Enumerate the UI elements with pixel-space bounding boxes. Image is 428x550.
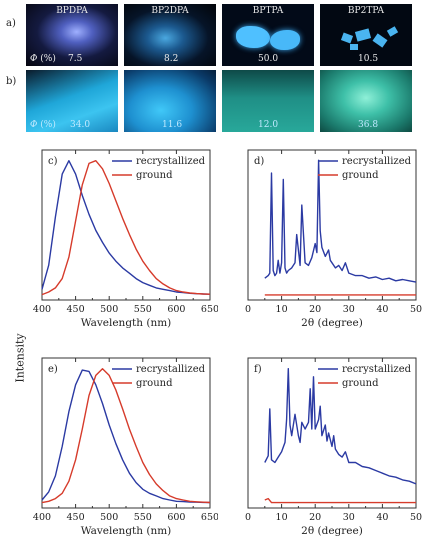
crystal-shape (270, 30, 300, 50)
panel-label: c) (48, 156, 58, 167)
series-line-ground (41, 368, 211, 504)
photo-b-2: 11.6 (124, 70, 216, 132)
photo-a-name: BPTPA (252, 6, 284, 16)
photo-a-name: BPDPA (56, 6, 88, 16)
legend-label: recrystallized (342, 156, 412, 167)
x-axis-title: 2θ (degree) (301, 525, 363, 537)
x-tick-label: 400 (33, 304, 51, 315)
photo-a-phi-value: 10.5 (358, 54, 379, 64)
x-tick-label: 500 (100, 304, 118, 315)
photo-a-bp2tpa: BP2TPA 10.5 (320, 4, 412, 66)
x-tick-label: 20 (309, 512, 321, 523)
photo-b-4: 36.8 (320, 70, 412, 132)
x-tick-label: 650 (201, 512, 218, 523)
crystal-shape (340, 32, 354, 44)
x-tick-label: 550 (134, 304, 152, 315)
panel-label: e) (48, 364, 58, 375)
crystal-shape (236, 26, 270, 48)
crystal-shape (386, 26, 399, 37)
x-tick-label: 20 (309, 304, 321, 315)
photo-a-phi-value: 7.5 (68, 54, 83, 64)
photo-b-phi-label: Φ (%) (30, 120, 56, 130)
legend-label: recrystallized (136, 364, 206, 375)
series-line-recrystallized (41, 160, 211, 295)
crystal-shape (354, 28, 372, 42)
x-tick-label: 40 (376, 304, 388, 315)
x-tick-label: 0 (245, 512, 251, 523)
x-tick-label: 500 (100, 512, 118, 523)
x-tick-label: 50 (410, 304, 422, 315)
x-tick-label: 650 (201, 304, 218, 315)
plot-frame (247, 149, 417, 301)
x-tick-label: 450 (67, 304, 85, 315)
photo-b-3: 12.0 (222, 70, 314, 132)
photo-b-phi-value: 11.6 (162, 120, 183, 130)
x-tick-label: 10 (276, 304, 288, 315)
crystal-shape (350, 44, 358, 50)
photo-a-bpdpa: BPDPA Φ (%) 7.5 (26, 4, 118, 66)
photo-a-phi-label: Φ (%) (30, 54, 56, 64)
photo-a-name: BP2TPA (347, 6, 385, 16)
plot-frame (247, 357, 417, 509)
chart-panel-c: 400 450 500 550 600 650 Wavelength (nm) c) recry… (33, 149, 218, 329)
photo-a-phi-value: 50.0 (258, 54, 279, 64)
x-axis-title: Wavelength (nm) (81, 317, 172, 329)
photo-a-phi-value: 8.2 (164, 54, 179, 64)
series-line-ground (41, 160, 211, 296)
legend-label: ground (136, 170, 173, 181)
series-line-recrystallized (41, 369, 211, 504)
x-tick-label: 30 (343, 512, 355, 523)
legend-label: ground (342, 170, 379, 181)
x-tick-label: 550 (134, 512, 152, 523)
photo-b-phi-value: 36.8 (358, 120, 379, 130)
series-line-recrystallized (264, 368, 417, 485)
chart-panel-d: 0 10 20 30 40 50 2θ (degree) d) recrystallized gr… (245, 149, 422, 329)
x-tick-label: 0 (245, 304, 251, 315)
legend-label: recrystallized (342, 364, 412, 375)
panel-label: f) (254, 364, 262, 375)
panel-label: d) (254, 156, 264, 167)
x-axis-title: 2θ (degree) (301, 317, 363, 329)
x-tick-label: 40 (376, 512, 388, 523)
chart-panel-f: 0 10 20 30 40 50 2θ (degree) f) recrystallized gr… (245, 357, 422, 537)
x-tick-label: 400 (33, 512, 51, 523)
photo-b-phi-value: 34.0 (70, 120, 91, 130)
photo-a-name: BP2DPA (151, 6, 189, 16)
series-line-recrystallized (264, 159, 417, 283)
photo-a-bptpa: BPTPA 50.0 (222, 4, 314, 66)
x-tick-label: 600 (167, 304, 185, 315)
chart-panel-e: 400 450 500 550 600 650 Wavelength (nm) e) recry… (33, 357, 218, 537)
legend-label: recrystallized (136, 156, 206, 167)
x-tick-label: 450 (67, 512, 85, 523)
row-b-label: b) (6, 76, 17, 87)
crystal-shape (372, 33, 388, 48)
x-axis-title: Wavelength (nm) (81, 525, 172, 537)
row-a-label: a) (6, 18, 16, 29)
x-tick-label: 30 (343, 304, 355, 315)
x-tick-label: 600 (167, 512, 185, 523)
x-tick-label: 10 (276, 512, 288, 523)
photo-b-phi-value: 12.0 (258, 120, 279, 130)
legend-label: ground (136, 378, 173, 389)
x-tick-label: 50 (410, 512, 422, 523)
photo-a-bp2dpa: BP2DPA 8.2 (124, 4, 216, 66)
series-line-ground (264, 497, 416, 504)
photo-b-1: Φ (%) 34.0 (26, 70, 118, 132)
legend-label: ground (342, 378, 379, 389)
